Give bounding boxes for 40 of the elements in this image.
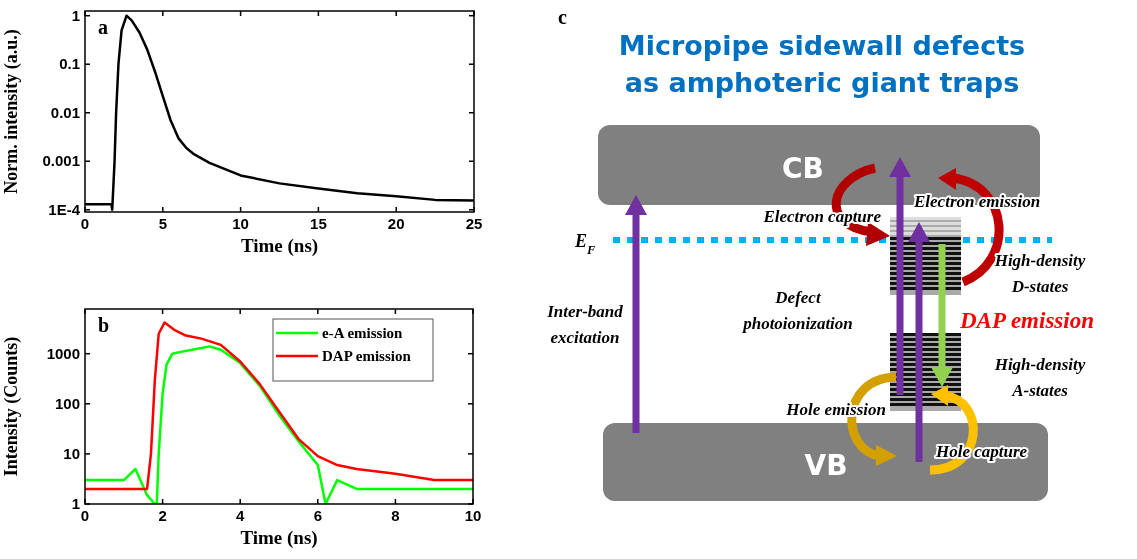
x-tick-label: 4 [236,507,246,524]
legend-label: DAP emission [322,348,412,364]
x-tick-label: 5 [158,215,167,232]
x-tick-label: 20 [387,215,405,232]
y-tick-label: 100 [54,394,80,412]
line-series [85,345,473,504]
y-axis-title: Intensity (Counts) [1,336,22,477]
x-tick-label: 10 [464,507,482,524]
annotation: a [98,16,108,38]
x-axis-title: Time (ns) [240,527,318,549]
y-tick-label: 0.001 [42,152,80,170]
text: c [558,6,567,28]
text: High-density D-states [993,251,1086,296]
text: VB [804,449,848,482]
text: Micropipe sidewall defects as amphoteric giant traps [618,30,1026,98]
y-tick-label: 1000 [46,344,80,362]
y-tick-label: 0.01 [50,103,80,121]
text: DAP emission [959,308,1094,333]
text: Defect photoionization [741,288,853,333]
x-tick-label: 10 [232,215,249,232]
x-tick-label: 8 [391,507,400,524]
y-tick-label: 0.1 [59,55,80,73]
annotation: b [98,314,110,336]
y-tick-label: 10 [63,444,80,462]
text: High-density A-states [993,355,1086,400]
y-tick-label: 1 [71,495,80,512]
x-tick-label: 25 [465,215,483,232]
text: E$_{F}$ [574,231,597,257]
x-tick-label: 6 [313,507,322,524]
y-tick-label: 1E-4 [48,200,81,218]
text: CB [782,152,824,185]
x-tick-label: 0 [80,215,90,232]
legend-label: e-A emission [322,325,404,341]
x-tick-label: 2 [158,507,167,524]
y-tick-label: 1 [71,6,80,24]
text: Inter-band excitation [546,302,624,347]
x-tick-label: 15 [310,215,327,232]
x-axis-title: Time (ns) [240,235,319,257]
y-axis-title: Norm. intensity (a.u.) [1,29,22,194]
x-tick-label: 0 [80,507,90,524]
